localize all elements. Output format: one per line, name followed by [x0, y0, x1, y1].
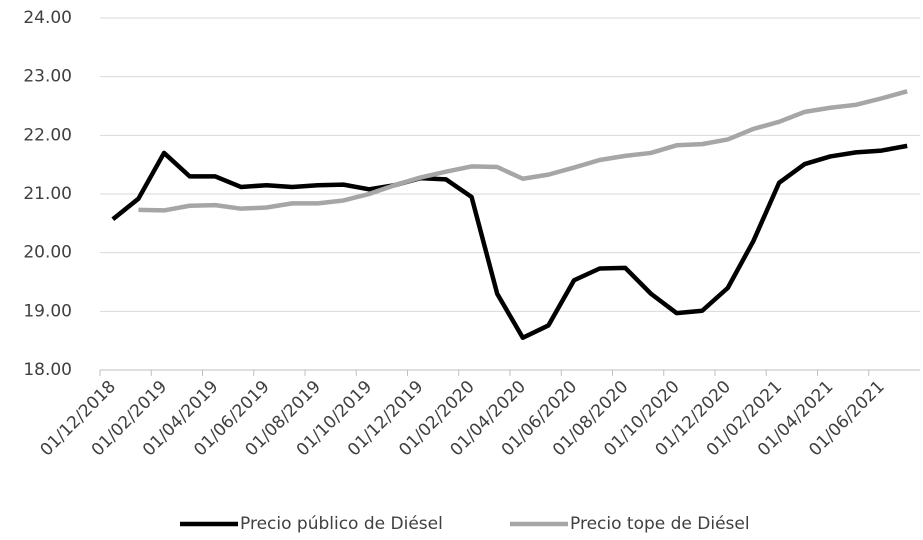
legend-label: Precio público de Diésel — [240, 514, 443, 534]
line-series — [111, 143, 908, 340]
y-tick-label: 23.00 — [23, 67, 72, 87]
y-tick-label: 18.00 — [23, 360, 72, 380]
y-tick-label: 21.00 — [23, 184, 72, 204]
legend-label: Precio tope de Diésel — [570, 514, 750, 534]
y-tick-label: 19.00 — [23, 301, 72, 321]
y-tick-label: 22.00 — [23, 125, 72, 145]
y-tick-label: 20.00 — [23, 243, 72, 263]
y-tick-label: 24.00 — [23, 8, 72, 28]
line-series — [138, 89, 908, 213]
